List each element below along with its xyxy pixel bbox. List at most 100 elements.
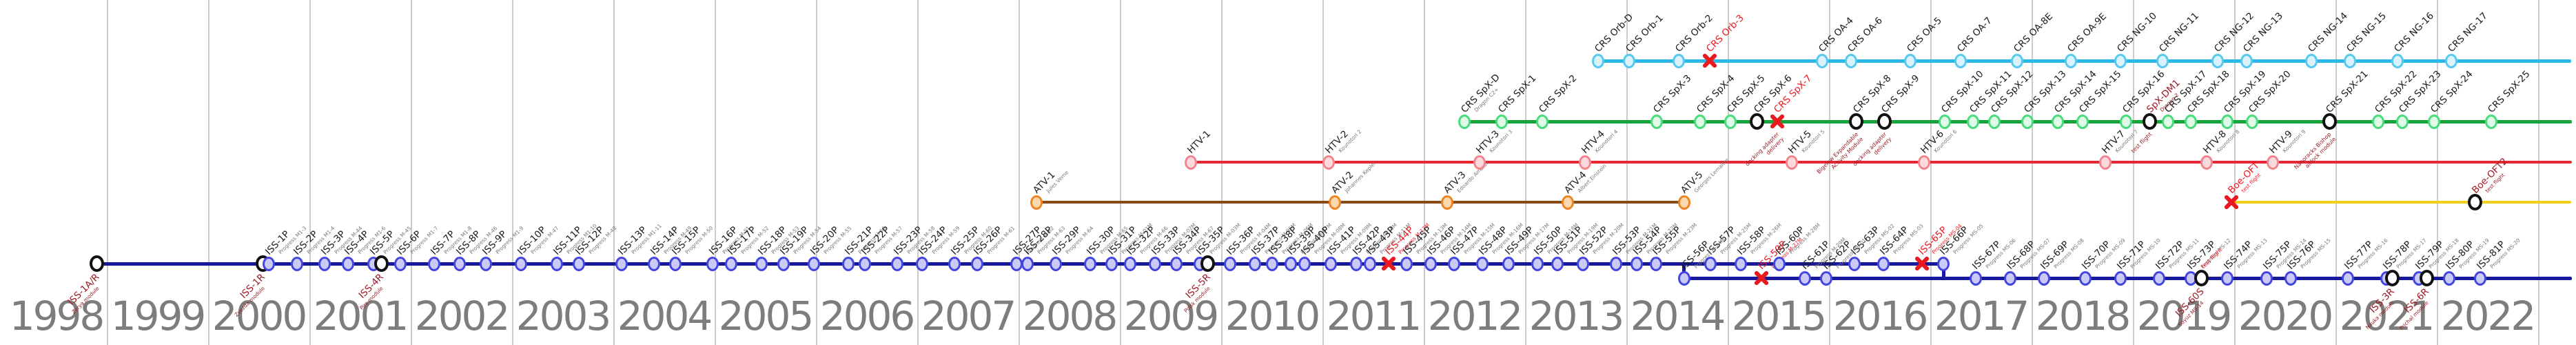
mission-marker-crs-oa-5 [1903, 53, 1916, 68]
mission-marker-iss-54p [1630, 256, 1643, 271]
mission-marker-iss-68p [2004, 270, 2017, 286]
mission-marker-iss-56p [1677, 270, 1690, 286]
mission-sublabel-htv-9: Kounotori 9 [2281, 128, 2307, 154]
mission-label-iss-67p: ISS-67P Progress MS-06 [1970, 236, 2017, 272]
mission-marker-iss-26p [970, 256, 983, 271]
year-label-2013: 2013 [1529, 293, 1625, 339]
timeline-line-starliner [2231, 200, 2572, 204]
mission-marker-iss-6p [394, 256, 407, 271]
mission-marker-iss-21p [842, 256, 855, 271]
mission-marker-iss-52p [1576, 256, 1589, 271]
mission-marker-atv-1 [1030, 195, 1043, 210]
mission-marker-crs-ng-14 [2304, 53, 2318, 68]
mission-marker-iss-12p [573, 256, 586, 271]
mission-marker-iss-30p [1084, 256, 1097, 271]
year-label-2005: 2005 [718, 293, 815, 339]
mission-label-htv-8: HTV-8 Kounotori 8 [2201, 128, 2241, 156]
mission-label-crs-ng-15: CRS NG-15 [2344, 10, 2389, 55]
mission-marker-iss-81p [2474, 270, 2487, 286]
mission-marker-iss-15p [668, 256, 682, 271]
gridline-2008 [1019, 0, 1020, 345]
mission-marker-htv-8 [2200, 155, 2214, 170]
gridline-2022 [2437, 0, 2438, 345]
gridline-2019 [2133, 0, 2134, 345]
mission-marker-iss-22p [858, 256, 871, 271]
mission-label-crs-spx-d: CRS SpX-D Dragon C2+ [1458, 71, 1502, 115]
mission-label-crs-oa-7: CRS OA-7 [1955, 14, 1995, 55]
gridline-2011 [1322, 0, 1324, 345]
mission-marker-htv-1 [1184, 155, 1197, 170]
failure-x-marker-iss-44p [1380, 255, 1398, 273]
mission-marker-iss-25p [948, 256, 961, 271]
mission-marker-iss-20p [808, 256, 821, 271]
mission-marker-iss-55p [1649, 256, 1662, 271]
mission-marker-iss-36p [1224, 256, 1237, 271]
mission-sublabel-htv-8: Kounotori 8 [2215, 128, 2241, 154]
mission-label-htv-9: HTV-9 Kounotori 9 [2267, 128, 2307, 156]
mission-sublabel-htv-4: Kounotori 4 [1593, 128, 1619, 154]
mission-marker-iss-74p [2220, 270, 2233, 286]
year-label-2008: 2008 [1022, 293, 1118, 339]
mission-marker-crs-ng-15 [2343, 53, 2356, 68]
year-label-2016: 2016 [1832, 293, 1929, 339]
mission-label-htv-6: HTV-6 Kounotori 6 [1919, 128, 1959, 156]
timeline-connector-2 [1941, 264, 1945, 278]
gridline-2017 [1930, 0, 1932, 345]
mission-marker-iss-39p [1285, 256, 1298, 271]
year-label-2007: 2007 [921, 293, 1017, 339]
mission-marker-atv-5 [1677, 195, 1690, 210]
mission-sublabel-boe-oft2: test flight [2484, 171, 2506, 194]
mission-marker-crs-spx-3 [1650, 114, 1664, 129]
mission-label-htv-3: HTV-3 Kounotori 3 [1473, 128, 1513, 156]
mission-marker-crs-ng-12 [2211, 53, 2225, 68]
mission-label-iss-13p: ISS-13P Progress M1-11 [615, 221, 663, 257]
gridline-2005 [715, 0, 716, 345]
mission-marker-iss-18p [755, 256, 768, 271]
mission-marker-htv-2 [1322, 155, 1335, 170]
mission-marker-crs-spx-10 [1938, 114, 1951, 129]
mission-marker-iss-3p [318, 256, 331, 271]
mission-label-iss-70p: ISS-70P Progress MS-09 [2079, 236, 2127, 272]
mission-sublabel-atv-1: Jules Verne [1045, 168, 1070, 194]
special-event-marker-iss-1a-r [89, 255, 104, 272]
mission-marker-crs-ng-13 [2240, 53, 2253, 68]
mission-marker-crs-spx-24 [2427, 114, 2440, 129]
gridline-2014 [1626, 0, 1628, 345]
year-label-2019: 2019 [2136, 293, 2233, 339]
special-event-marker-crs-spx-21 [2322, 113, 2337, 130]
mission-marker-crs-spx-13 [2021, 114, 2034, 129]
mission-marker-crs-spx-11 [1966, 114, 1979, 129]
mission-marker-htv-7 [2099, 155, 2112, 170]
mission-label-htv-5: HTV-5 Kounotori 5 [1786, 128, 1826, 156]
special-event-marker-iss-60s [2194, 270, 2209, 286]
mission-marker-htv-3 [1473, 155, 1486, 170]
mission-marker-iss-70p [2078, 270, 2092, 286]
mission-marker-iss-42p [1349, 256, 1362, 271]
mission-label-atv-3: ATV-3 Edoardo Amaldi [1441, 159, 1489, 196]
year-label-2012: 2012 [1427, 293, 1524, 339]
gridline-2000 [208, 0, 209, 345]
mission-marker-iss-7p [427, 256, 440, 271]
special-event-marker-crs-spx-8 [1849, 113, 1864, 130]
failure-x-marker-boe-oft [2222, 193, 2240, 211]
failure-x-marker-crs-orb-3 [1701, 52, 1719, 70]
mission-marker-crs-orb-d [1591, 53, 1604, 68]
gridline-2004 [613, 0, 615, 345]
mission-marker-iss-11p [550, 256, 563, 271]
mission-label-atv-1: ATV-1 Jules Verne [1031, 168, 1070, 196]
mission-marker-iss-47p [1448, 256, 1461, 271]
failure-x-marker-iss-59p [1752, 269, 1770, 287]
mission-marker-iss-29p [1050, 256, 1063, 271]
mission-marker-crs-spx-22 [2371, 114, 2384, 129]
mission-marker-iss-40p [1298, 256, 1311, 271]
mission-marker-iss-63p [1848, 256, 1861, 271]
year-label-2021: 2021 [2339, 293, 2435, 339]
mission-marker-crs-spx-17 [2162, 114, 2175, 129]
mission-marker-crs-spx-2 [1535, 114, 1548, 129]
gridline-2002 [411, 0, 412, 345]
mission-marker-htv-4 [1578, 155, 1591, 170]
mission-label-iss-1p: ISS-1P Progress M1-3 [263, 224, 308, 257]
mission-marker-crs-ng-16 [2391, 53, 2404, 68]
year-label-2020: 2020 [2238, 293, 2334, 339]
